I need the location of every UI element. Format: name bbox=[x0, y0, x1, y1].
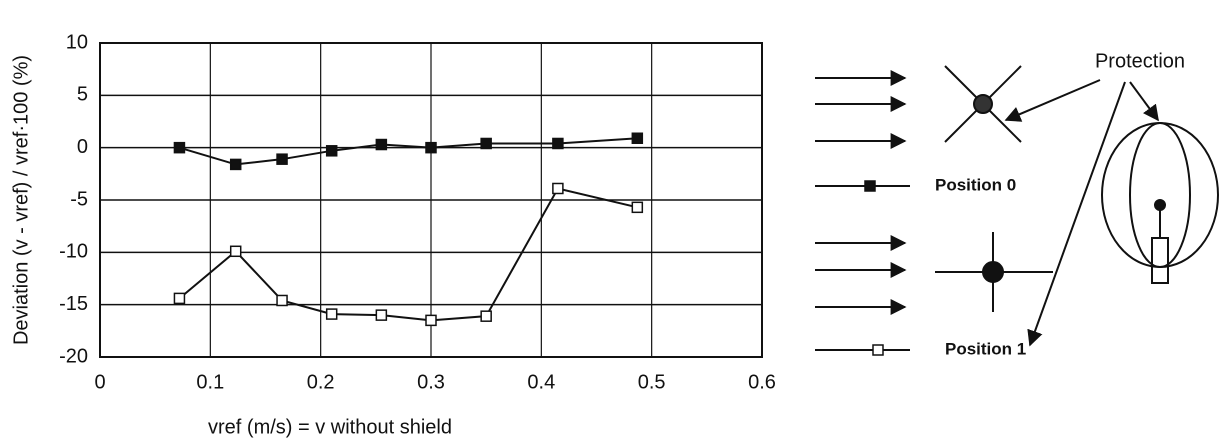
x-tick-label: 0.4 bbox=[527, 371, 555, 393]
y-tick-label: -5 bbox=[70, 188, 88, 210]
x-tick-label: 0.6 bbox=[748, 371, 776, 393]
marker bbox=[425, 141, 437, 154]
plot-area: -20 -15 -10 -5 0 5 10 0 0.1 0.2 0.3 0.4 0.5 0.6 bbox=[59, 31, 776, 393]
marker bbox=[480, 310, 492, 322]
series-line bbox=[178, 187, 638, 322]
y-tick-label: -10 bbox=[59, 241, 88, 263]
marker bbox=[480, 137, 492, 150]
marker bbox=[276, 294, 288, 307]
series-line bbox=[179, 137, 638, 166]
annotation: Protection bbox=[1095, 50, 1185, 72]
marker bbox=[552, 137, 564, 150]
marker bbox=[375, 309, 388, 321]
legend: Position 0 Position 1 bbox=[815, 175, 1026, 358]
x-tick-label: 0.5 bbox=[638, 371, 666, 393]
marker bbox=[173, 292, 186, 305]
marker bbox=[375, 138, 388, 151]
legend-label: Position 1 bbox=[945, 339, 1026, 358]
legend-label: Position 0 bbox=[935, 175, 1016, 194]
y-tick-label: 5 bbox=[77, 84, 88, 106]
x-tick-label: 0.3 bbox=[417, 371, 445, 393]
y-tick-label: -15 bbox=[59, 293, 88, 315]
marker bbox=[631, 201, 644, 214]
y-axis-label: Deviation (v - vref) / vref·100 (%) bbox=[10, 55, 32, 345]
marker bbox=[229, 245, 242, 258]
legend-marker bbox=[872, 344, 884, 356]
marker bbox=[425, 314, 437, 327]
x-axis-label: vref (m/s) = v without shield bbox=[208, 416, 452, 438]
marker bbox=[229, 158, 242, 171]
marker bbox=[631, 132, 644, 144]
plot-frame bbox=[99, 42, 763, 358]
y-tick-label: 0 bbox=[77, 136, 88, 158]
x-tick-label: 0 bbox=[94, 371, 105, 393]
y-tick-label: 10 bbox=[66, 31, 88, 53]
x-tick-label: 0.1 bbox=[196, 371, 224, 393]
marker bbox=[552, 182, 564, 195]
schematic bbox=[815, 65, 1219, 347]
marker bbox=[325, 308, 338, 320]
marker bbox=[325, 145, 338, 157]
legend-marker bbox=[864, 180, 876, 192]
y-tick-label: -20 bbox=[59, 345, 88, 367]
x-tick-label: 0.2 bbox=[307, 371, 335, 393]
marker bbox=[173, 141, 186, 154]
marker bbox=[276, 153, 288, 165]
